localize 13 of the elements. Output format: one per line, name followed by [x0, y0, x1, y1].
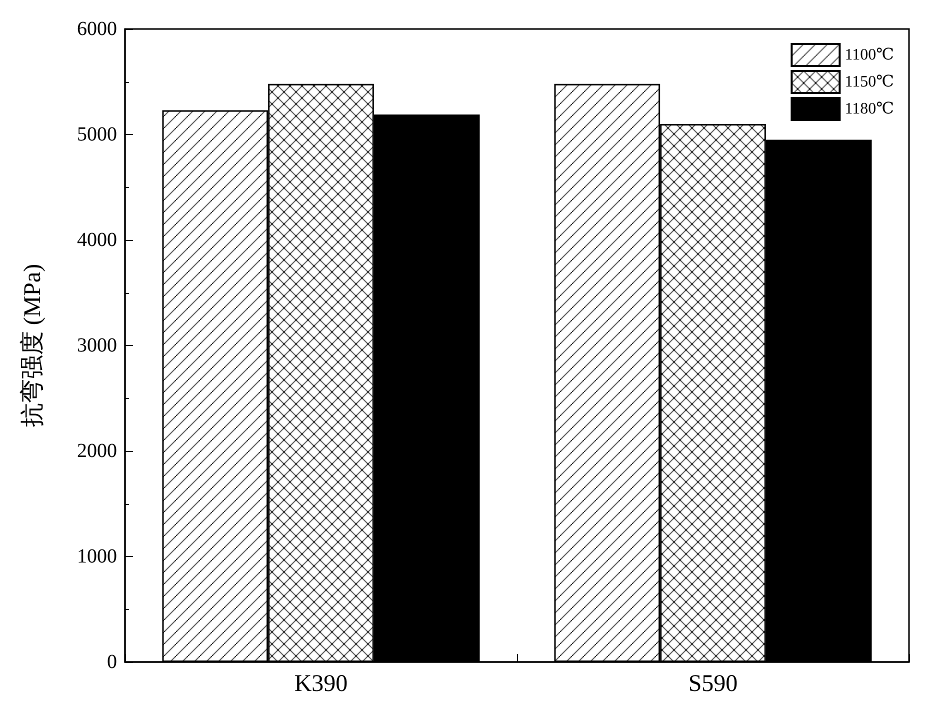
x-tick-label: K390	[294, 671, 348, 697]
legend-label: 1150℃	[844, 74, 894, 90]
y-tick-label: 1000	[77, 546, 117, 568]
x-tick-label: S590	[688, 671, 738, 697]
y-tick-label: 6000	[77, 18, 117, 40]
y-axis-title: 抗弯强度 (MPa)	[19, 264, 46, 428]
legend-label: 1180℃	[844, 100, 894, 118]
legend-label: 1100℃	[844, 46, 894, 64]
y-tick-label: 3000	[77, 334, 117, 356]
y-tick-label: 2000	[77, 440, 117, 462]
y-tick-label: 0	[107, 651, 117, 673]
y-tick-label: 4000	[77, 229, 117, 251]
y-tick-label: 5000	[77, 124, 117, 146]
